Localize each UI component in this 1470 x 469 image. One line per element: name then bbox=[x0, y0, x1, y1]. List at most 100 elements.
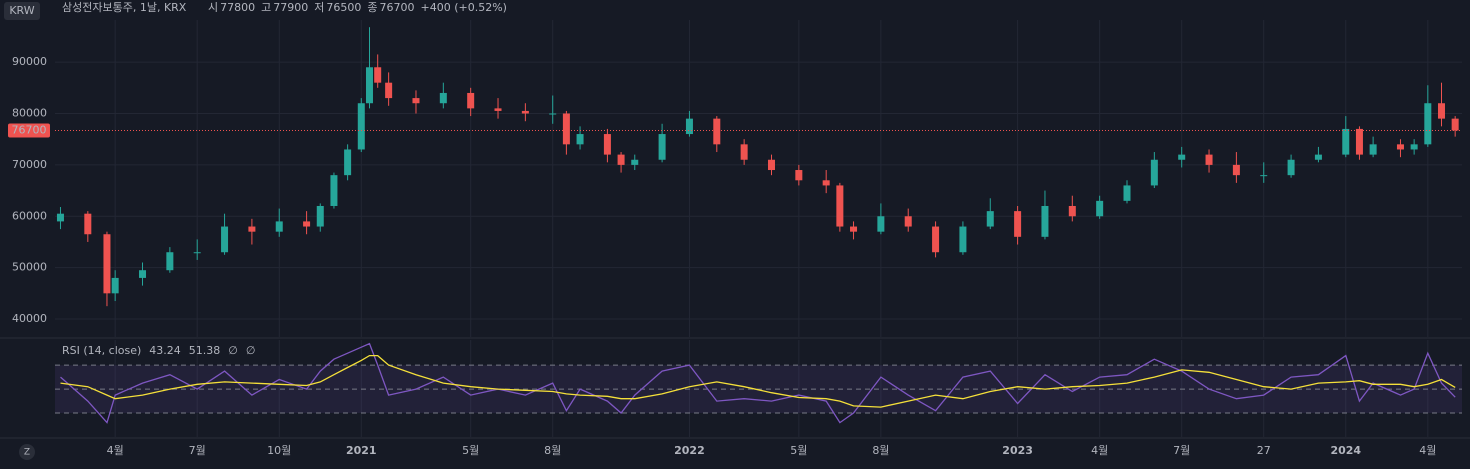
candle-body bbox=[658, 134, 666, 160]
candle-body bbox=[1068, 205, 1076, 217]
candle-body bbox=[1096, 200, 1104, 217]
rsi-value: 51.38 bbox=[189, 344, 221, 357]
candle-body bbox=[103, 234, 111, 294]
x-tick-label: 2024 bbox=[1330, 444, 1361, 457]
rsi-line bbox=[60, 342, 1456, 424]
candle-body bbox=[904, 216, 912, 227]
candle-body bbox=[316, 205, 324, 227]
y-tick-label: 50000 bbox=[12, 261, 47, 274]
x-tick-label: 8월 bbox=[544, 444, 561, 457]
candle-body bbox=[850, 226, 858, 232]
ohlc-value: 77800 bbox=[220, 1, 255, 14]
x-tick-label: 5월 bbox=[790, 444, 807, 457]
candle-body bbox=[275, 221, 283, 232]
last-price-tag bbox=[8, 123, 50, 138]
x-tick-label: 5월 bbox=[462, 444, 479, 457]
candle-body bbox=[494, 108, 502, 111]
candle-body bbox=[1437, 103, 1445, 119]
candle-body bbox=[1410, 144, 1418, 150]
currency-label[interactable]: KRW bbox=[9, 4, 34, 17]
candle-body bbox=[836, 185, 844, 227]
candle-body bbox=[822, 180, 830, 186]
candle-body bbox=[740, 144, 748, 160]
candle-body bbox=[166, 252, 174, 271]
candle-body bbox=[385, 82, 393, 99]
currency-button[interactable] bbox=[4, 2, 40, 20]
x-tick-label: 4월 bbox=[1419, 444, 1436, 457]
candle-body bbox=[603, 134, 611, 155]
ohlc-label: 시 bbox=[208, 1, 218, 14]
x-tick-label: 4월 bbox=[1091, 444, 1108, 457]
candle-body bbox=[631, 159, 639, 165]
candle-body bbox=[111, 277, 119, 294]
x-tick-label: 10월 bbox=[267, 444, 291, 457]
candle-body bbox=[56, 213, 64, 222]
candle-body bbox=[1014, 211, 1022, 237]
x-tick-label: 2022 bbox=[674, 444, 705, 457]
candle-body bbox=[685, 118, 693, 135]
price-change: +400 (+0.52%) bbox=[421, 1, 507, 14]
candle-body bbox=[467, 92, 475, 109]
candle-body bbox=[877, 216, 885, 232]
candle-body bbox=[193, 252, 201, 254]
candle-body bbox=[439, 92, 447, 104]
candle-body bbox=[521, 110, 529, 114]
x-tick-label: 27 bbox=[1257, 444, 1271, 457]
candle-body bbox=[412, 98, 420, 104]
y-tick-label: 60000 bbox=[12, 209, 47, 222]
x-tick-label: 2021 bbox=[346, 444, 377, 457]
candle-body bbox=[1287, 159, 1295, 176]
candle-body bbox=[84, 213, 92, 235]
ohlc-value: 76500 bbox=[326, 1, 361, 14]
rsi-extra: ∅ bbox=[228, 344, 238, 357]
last-price-label: 76700 bbox=[12, 123, 47, 136]
x-tick-label: 7월 bbox=[1173, 444, 1190, 457]
rsi-extra: ∅ bbox=[246, 344, 256, 357]
rsi-line bbox=[60, 354, 1456, 408]
candle-body bbox=[303, 221, 311, 227]
candle-body bbox=[1123, 185, 1131, 201]
candle-body bbox=[139, 270, 147, 278]
ohlc-label: 종 bbox=[367, 1, 377, 14]
candle-body bbox=[562, 113, 570, 145]
zoom-label[interactable]: Z bbox=[24, 448, 30, 458]
candle-body bbox=[1355, 128, 1363, 155]
candle-body bbox=[1205, 154, 1213, 165]
rsi-title: RSI (14, close) bbox=[62, 344, 141, 357]
candle-body bbox=[1396, 144, 1404, 150]
candle-body bbox=[1178, 154, 1186, 160]
ohlc-label: 저 bbox=[314, 1, 324, 14]
candle-body bbox=[1342, 128, 1350, 155]
candle-body bbox=[1424, 103, 1432, 145]
candle-body bbox=[932, 226, 940, 253]
chart-title: 삼성전자보통주, 1날, KRX bbox=[62, 1, 187, 14]
x-tick-label: 7월 bbox=[189, 444, 206, 457]
rsi-value: 43.24 bbox=[149, 344, 181, 357]
candle-body bbox=[1451, 118, 1459, 131]
candle-body bbox=[330, 175, 338, 206]
candle-body bbox=[248, 226, 256, 232]
candle-body bbox=[795, 170, 803, 181]
candle-body bbox=[986, 211, 994, 227]
candle-body bbox=[549, 113, 557, 115]
candle-body bbox=[344, 149, 352, 176]
y-tick-label: 70000 bbox=[12, 158, 47, 171]
candle-body bbox=[1150, 159, 1158, 186]
ohlc-value: 77900 bbox=[273, 1, 308, 14]
candle-body bbox=[1041, 205, 1049, 237]
ohlc-label: 고 bbox=[261, 1, 271, 14]
candle-body bbox=[374, 67, 382, 83]
candle-body bbox=[221, 226, 229, 253]
x-tick-label: 4월 bbox=[107, 444, 124, 457]
candle-body bbox=[1369, 144, 1377, 155]
candle-body bbox=[1260, 175, 1268, 177]
candle-body bbox=[767, 159, 775, 171]
zoom-button[interactable] bbox=[19, 444, 35, 460]
candle-body bbox=[713, 118, 721, 145]
candle-body bbox=[365, 67, 373, 104]
candle-body bbox=[1232, 164, 1240, 176]
y-tick-label: 90000 bbox=[12, 55, 47, 68]
candle-body bbox=[1314, 154, 1322, 160]
